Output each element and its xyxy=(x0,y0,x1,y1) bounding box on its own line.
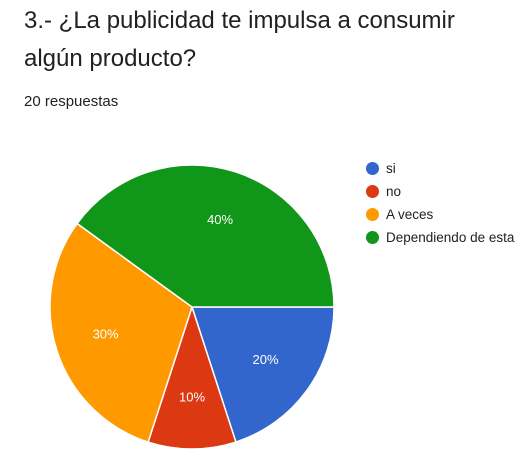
pie-slice-dependiendo-de-esta[interactable] xyxy=(76,164,335,308)
slice-percentage-label: 20% xyxy=(252,352,278,367)
chart-legend: si no A veces Dependiendo de esta xyxy=(366,160,516,252)
legend-color-dot xyxy=(366,208,379,221)
legend-item-no[interactable]: no xyxy=(366,183,516,200)
slice-percentage-label: 40% xyxy=(207,212,233,227)
response-count: 20 respuestas xyxy=(24,93,119,110)
pie-slice-si[interactable] xyxy=(190,306,335,443)
legend-item-si[interactable]: si xyxy=(366,160,516,177)
legend-label: no xyxy=(386,184,402,199)
legend-label: Dependiendo de esta xyxy=(386,230,515,245)
pie-slice-no[interactable] xyxy=(147,304,237,450)
slice-percentage-label: 10% xyxy=(179,389,205,404)
question-title: 3.- ¿La publicidad te impulsa a consumir… xyxy=(24,7,455,72)
legend-color-dot xyxy=(366,185,379,198)
pie-slice-a-veces[interactable] xyxy=(49,222,193,443)
legend-color-dot xyxy=(366,231,379,244)
legend-label: si xyxy=(386,161,396,176)
legend-item-dependiendo-de-esta[interactable]: Dependiendo de esta xyxy=(366,229,516,246)
legend-color-dot xyxy=(366,162,379,175)
slice-percentage-label: 30% xyxy=(93,327,119,342)
legend-label: A veces xyxy=(386,207,434,222)
pie-slice-labels: 20% 10% 30% 40% xyxy=(93,212,279,404)
pie-slices xyxy=(49,164,335,450)
legend-item-a-veces[interactable]: A veces xyxy=(366,206,516,223)
